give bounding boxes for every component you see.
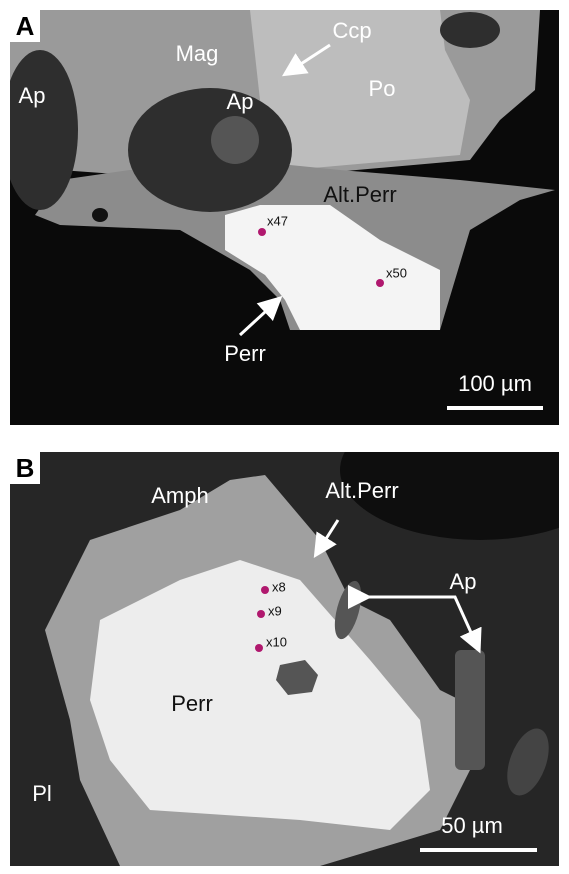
- point: [258, 228, 266, 236]
- point-label: x10: [266, 634, 287, 649]
- point: [257, 610, 265, 618]
- label: Pl: [32, 781, 52, 806]
- label: Alt.Perr: [325, 478, 398, 503]
- point-label: x8: [272, 579, 286, 594]
- scale-label: 50 µm: [441, 813, 503, 838]
- point: [261, 586, 269, 594]
- scale-label: 100 µm: [458, 371, 532, 396]
- point-label: x47: [267, 213, 288, 228]
- point-label: x9: [268, 603, 282, 618]
- point: [255, 644, 263, 652]
- label: Ap: [19, 83, 46, 108]
- label: Perr: [224, 341, 266, 366]
- label: Amph: [151, 483, 208, 508]
- panel-letter: B: [16, 453, 35, 483]
- point: [376, 279, 384, 287]
- panel-b: B Amph Alt.Perr Ap Perr Pl x8 x9 x10 50 …: [10, 400, 569, 866]
- figure: A Mag Ccp Ap Ap Po Alt.Perr Perr x47 x50…: [0, 0, 569, 874]
- label: Ap: [227, 89, 254, 114]
- label: Po: [369, 76, 396, 101]
- label: Perr: [171, 691, 213, 716]
- label: Ccp: [332, 18, 371, 43]
- panel-a: A Mag Ccp Ap Ap Po Alt.Perr Perr x47 x50…: [2, 10, 559, 425]
- point-label: x50: [386, 265, 407, 280]
- label: Mag: [176, 41, 219, 66]
- label: Ap: [450, 569, 477, 594]
- label: Alt.Perr: [323, 182, 396, 207]
- panel-letter: A: [16, 11, 35, 41]
